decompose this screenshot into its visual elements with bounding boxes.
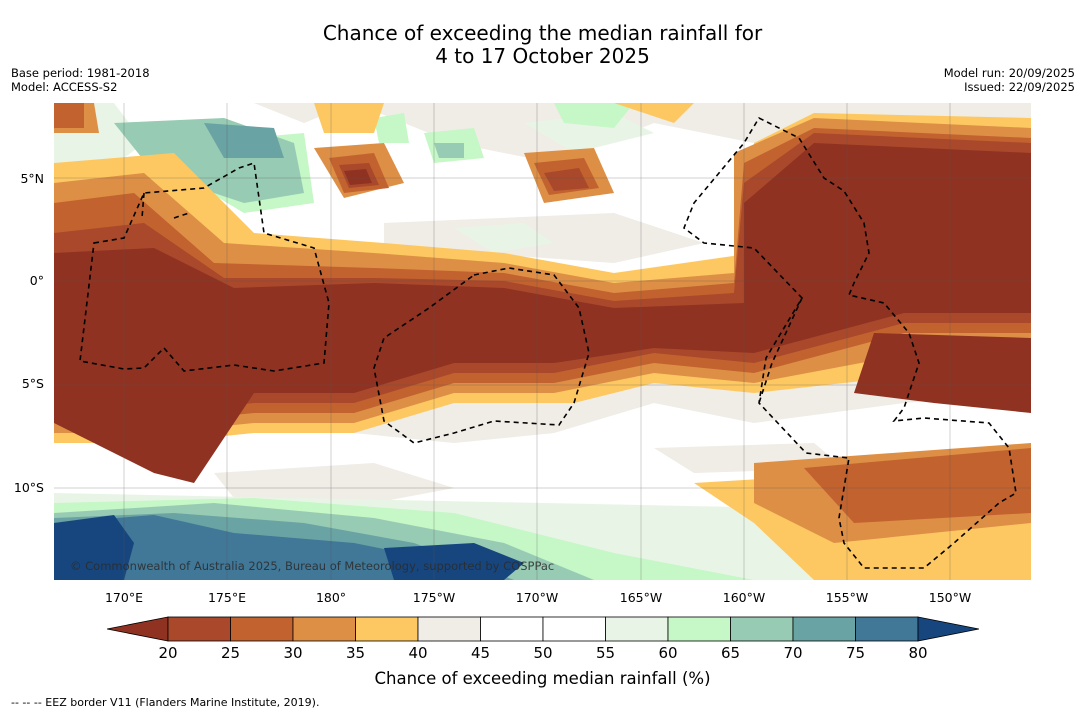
model-name: Model: ACCESS-S2: [11, 80, 118, 94]
colorbar-cell: [542, 616, 606, 642]
brown-band-20: [54, 143, 1031, 483]
colorbar-tick-label: 60: [658, 644, 678, 662]
colorbar-tick-label: 40: [408, 644, 428, 662]
colorbar-cell: [730, 616, 794, 642]
colorbar-title: Chance of exceeding median rainfall (%): [374, 669, 711, 688]
lon-label-175e: 175°E: [207, 590, 246, 605]
title-line-1: Chance of exceeding the median rainfall …: [322, 21, 763, 45]
eez-border-central: [373, 267, 590, 444]
copyright-notice: © Commonwealth of Australia 2025, Bureau…: [70, 559, 555, 573]
blue-band-80: [54, 515, 494, 580]
colorbar-tick-label: 75: [845, 644, 866, 662]
meta-right: Model run: 20/09/2025 Issued: 22/09/2025: [944, 66, 1075, 94]
lat-label-10s: 10°S: [13, 480, 44, 495]
colorbar-tick-label: 20: [158, 644, 178, 662]
lon-label-170e: 170°E: [104, 590, 143, 605]
colorbar-cell: [480, 616, 544, 642]
colorbar-cell: [855, 616, 919, 642]
eez-border-east: [683, 116, 1017, 569]
colorbar-tick-label: 80: [908, 644, 928, 662]
rainfall-map: [54, 103, 1031, 580]
eez-border-west: [79, 161, 330, 372]
lat-label-5s: 5°S: [21, 376, 44, 391]
colorbar-cell: [230, 616, 294, 642]
colorbar-tick-label: 35: [345, 644, 366, 662]
colorbar-tick-label: 25: [220, 644, 241, 662]
eez-border-tuvalu: [141, 192, 190, 219]
title-line-2: 4 to 17 October 2025: [435, 44, 650, 68]
eez-borders: [79, 116, 1017, 569]
colorbar-cell: [605, 616, 669, 642]
colorbar-tick-label: 45: [470, 644, 491, 662]
colorbar-cell: [667, 616, 731, 642]
colorbar-tick-label: 50: [533, 644, 553, 662]
lat-label-0: 0°: [29, 273, 44, 288]
blue-band-85: [54, 515, 524, 580]
issued-date: Issued: 22/09/2025: [964, 80, 1075, 94]
colorbar-arrow-high: [917, 616, 979, 642]
graticule: [54, 103, 1031, 580]
eez-legend-note: -- -- -- EEZ border V11 (Flanders Marine…: [11, 696, 320, 709]
lon-label-155w: 155°W: [825, 590, 869, 605]
colorbar-cell: [355, 616, 419, 642]
colorbar-cell: [417, 616, 481, 642]
map-title: Chance of exceeding the median rainfall …: [0, 22, 1085, 68]
colorbar: [107, 616, 979, 642]
colorbar-tick-label: 30: [283, 644, 303, 662]
colorbar-cell: [792, 616, 856, 642]
lat-label-5n: 5°N: [20, 171, 44, 186]
lon-label-175w: 175°W: [412, 590, 456, 605]
lon-label-170w: 170°W: [515, 590, 559, 605]
lon-label-180: 180°: [315, 590, 347, 605]
colorbar-cell: [292, 616, 356, 642]
lon-label-150w: 150°W: [928, 590, 972, 605]
lon-label-160w: 160°W: [722, 590, 766, 605]
colorbar-tick-label: 55: [595, 644, 616, 662]
colorbar-tick-label: 70: [783, 644, 803, 662]
base-period: Base period: 1981-2018: [11, 66, 150, 80]
eez-border-line: [758, 297, 803, 404]
lon-label-165w: 165°W: [619, 590, 663, 605]
meta-left: Base period: 1981-2018 Model: ACCESS-S2: [11, 66, 150, 94]
colorbar-cell: [167, 616, 231, 642]
model-run-date: Model run: 20/09/2025: [943, 66, 1075, 80]
colorbar-tick-label: 65: [720, 644, 741, 662]
rainfall-map-svg: [54, 103, 1031, 580]
colorbar-arrow-low: [107, 616, 169, 642]
